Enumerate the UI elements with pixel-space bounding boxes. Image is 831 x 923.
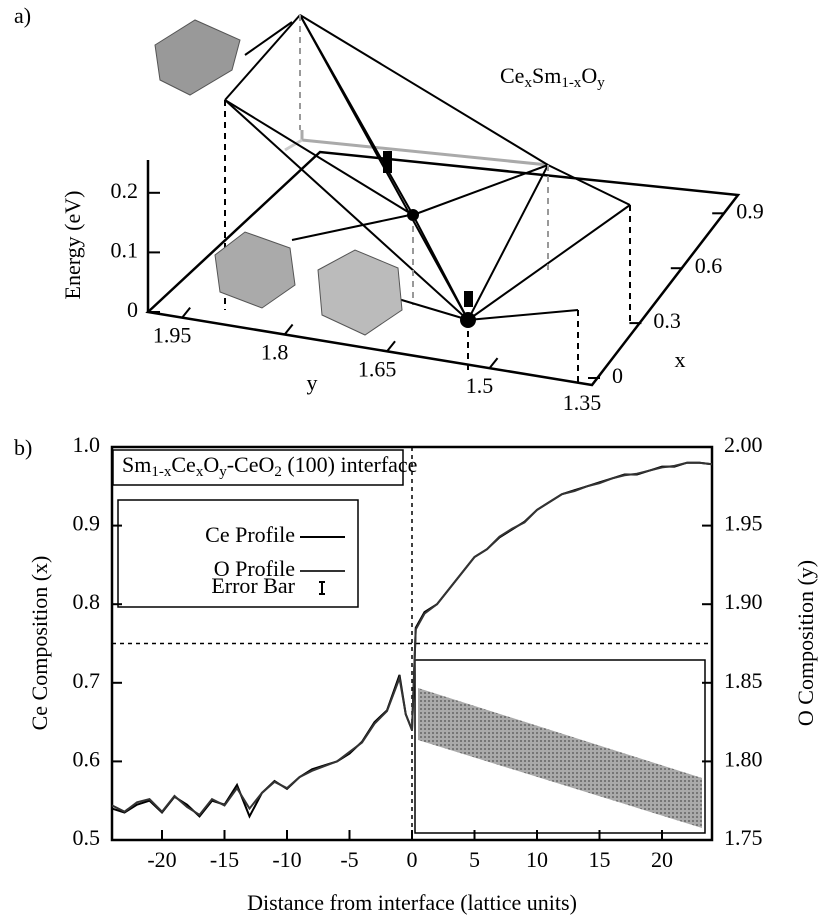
y-tick-label: 0.9 — [73, 511, 101, 536]
y-tick-label: 0.8 — [73, 589, 101, 614]
surface — [145, 14, 741, 387]
x-tick-label: 0.3 — [653, 308, 681, 333]
title-box — [112, 449, 404, 486]
title-part: x — [196, 464, 204, 480]
x-tick-label: 0 — [407, 847, 418, 872]
title-part: (100) interface — [282, 452, 418, 477]
y-tick-label: 1.0 — [73, 432, 101, 457]
y-tick-label: 1.95 — [153, 323, 192, 348]
y-tick-label: 1.8 — [261, 340, 289, 365]
y-tick-label: 1.35 — [563, 390, 602, 415]
legend-label: O Profile — [214, 556, 295, 581]
title-part: Ce — [171, 452, 195, 477]
label-part: Ce — [500, 63, 524, 88]
y2-tick-label: 1.95 — [724, 511, 763, 536]
title-part: y — [219, 464, 227, 480]
title-part: 2 — [274, 464, 282, 480]
y2-tick-label: 2.00 — [724, 432, 763, 457]
x-tick-label: 0.9 — [736, 198, 764, 223]
title-part: O — [203, 452, 219, 477]
x-axis-title: Distance from interface (lattice units) — [247, 890, 577, 915]
label-part: x — [524, 75, 532, 91]
y-tick-label: 1.65 — [358, 356, 397, 381]
label-part: 1-x — [561, 75, 581, 91]
y-tick — [591, 374, 601, 386]
label-part: Sm — [532, 63, 561, 88]
title-part: Sm — [122, 452, 151, 477]
inset-image — [418, 688, 702, 828]
x-tick-label: -15 — [210, 847, 239, 872]
x-tick-label: 0 — [612, 363, 623, 388]
x-tick-label: 15 — [589, 847, 611, 872]
legend-label: Ce Profile — [205, 522, 295, 547]
y-tick — [283, 323, 294, 336]
y2-tick-label: 1.80 — [724, 746, 763, 771]
x-tick-label: 20 — [651, 847, 673, 872]
x-tick-label: 0.6 — [695, 253, 723, 278]
legend-label: Error Bar — [211, 573, 295, 598]
x-axis-label: x — [675, 347, 686, 372]
panel-label: b) — [14, 435, 32, 460]
y-tick-label: 0.6 — [73, 746, 101, 771]
x-tick-label: -5 — [340, 847, 358, 872]
y2-tick-label: 1.75 — [724, 825, 763, 850]
y2-tick-label: 1.85 — [724, 668, 763, 693]
y-axis-title: Ce Composition (x) — [27, 556, 52, 731]
y2-tick-label: 1.90 — [724, 589, 763, 614]
chart-title: Sm1-xCexOy-CeO2 (100) interface — [122, 452, 417, 480]
y-tick-label: 0.7 — [73, 668, 101, 693]
title-part: 1-x — [151, 464, 171, 480]
line-series — [111, 461, 713, 817]
legend — [117, 499, 359, 608]
y-tick — [386, 340, 396, 352]
z-tick-label: 0.2 — [111, 178, 139, 203]
y-tick-label: 1.5 — [466, 373, 494, 398]
y-tick — [488, 357, 499, 369]
crystal-images — [154, 19, 403, 336]
compound-label: CexSm1-xOy — [500, 63, 605, 91]
z-tick-label: 0.1 — [111, 237, 139, 262]
z-tick-label: 0 — [127, 297, 138, 322]
x-tick-label: 10 — [526, 847, 548, 872]
y-tick — [181, 306, 191, 319]
y-axis-label: y — [307, 370, 318, 395]
x-tick-label: -20 — [147, 847, 176, 872]
label-part: O — [581, 63, 597, 88]
label-part: y — [597, 75, 605, 91]
title-part: -CeO — [227, 452, 275, 477]
legend-swatch — [319, 581, 325, 595]
y2-axis-title: O Composition (y) — [793, 560, 818, 726]
y-tick-label: 0.5 — [73, 825, 101, 850]
x-tick-label: 5 — [469, 847, 480, 872]
x-tick-label: -10 — [272, 847, 301, 872]
panel-label: a) — [14, 3, 31, 28]
z-axis-label: Energy (eV) — [60, 191, 85, 300]
